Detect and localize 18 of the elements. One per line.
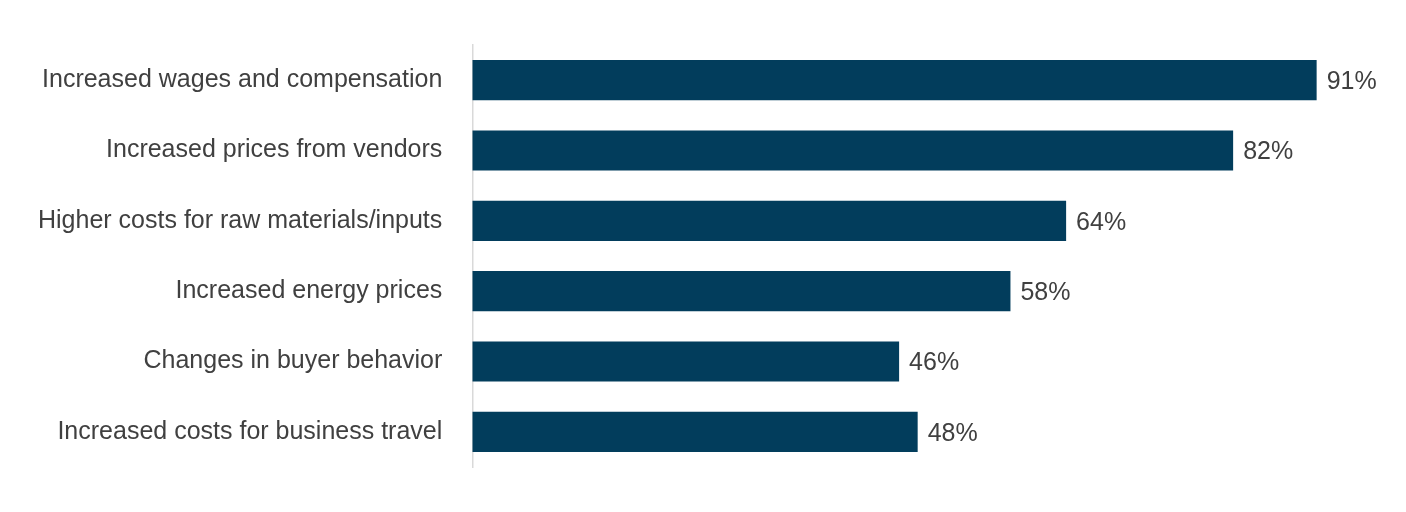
y-tick-label: Increased prices from vendors: [106, 134, 443, 163]
data-label: 48%: [927, 417, 978, 446]
y-tick-label: Changes in buyer behavior: [143, 345, 443, 374]
bar: [472, 200, 1067, 241]
data-label: 91%: [1326, 66, 1377, 95]
bar: [472, 60, 1317, 101]
data-label: 46%: [909, 347, 960, 376]
data-label: 64%: [1076, 206, 1127, 235]
y-tick-label: Higher costs for raw materials/inputs: [38, 204, 443, 233]
bar: [472, 411, 918, 452]
data-label: 58%: [1020, 277, 1071, 306]
y-tick-label: Increased energy prices: [175, 275, 443, 304]
data-label: 82%: [1243, 136, 1294, 165]
y-tick-label: Increased wages and compensation: [42, 64, 443, 93]
y-tick-label: Increased costs for business travel: [57, 415, 443, 444]
bar: [472, 341, 900, 382]
bar: [472, 271, 1011, 312]
bar: [472, 130, 1234, 171]
